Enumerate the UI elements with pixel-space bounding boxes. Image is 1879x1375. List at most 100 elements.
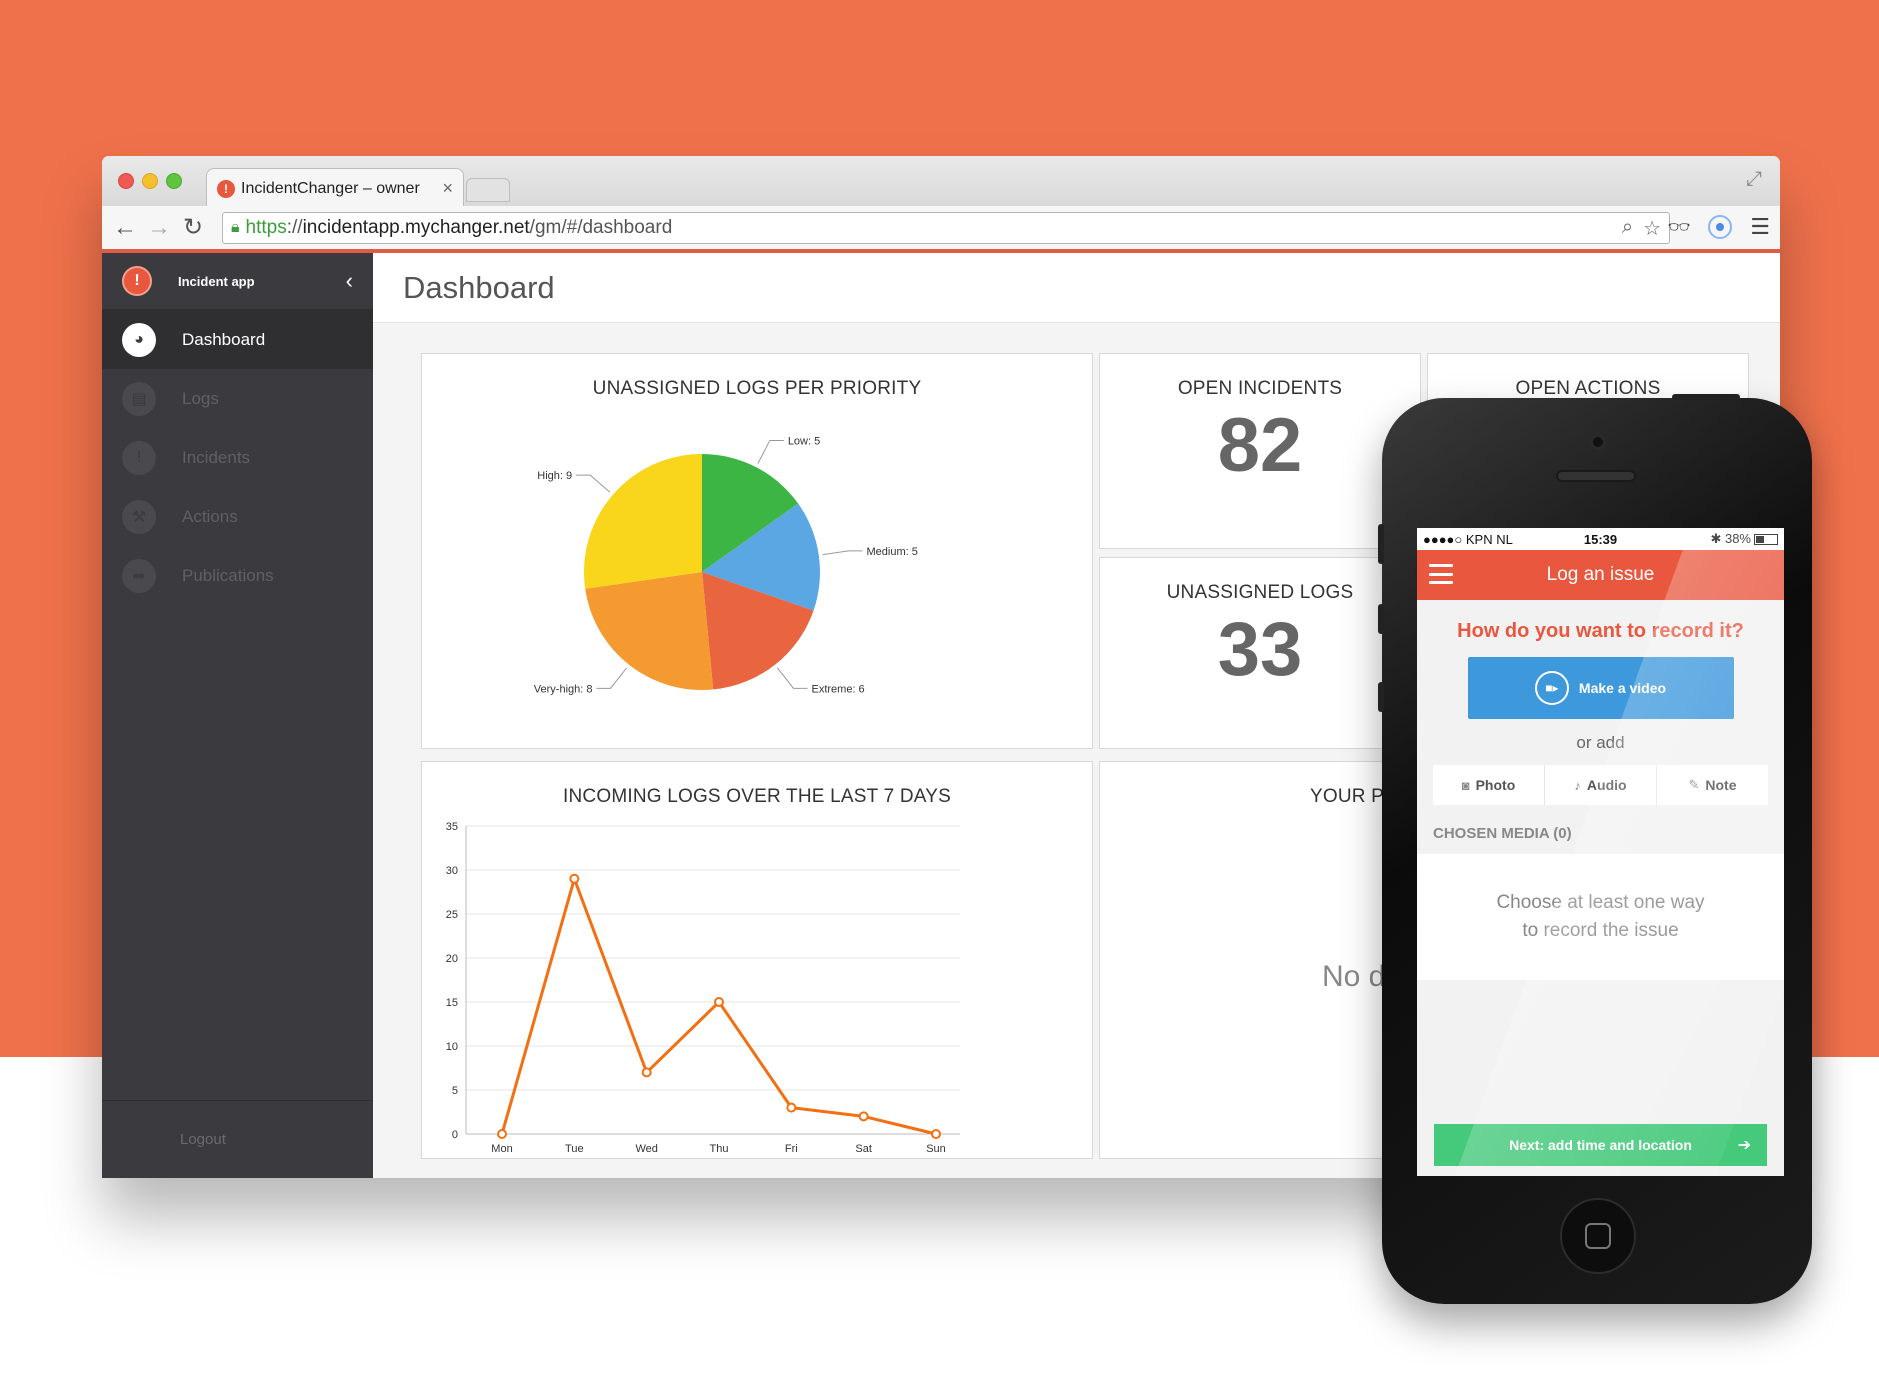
close-window-button[interactable]: [118, 173, 134, 189]
microphone-icon: ♪: [1574, 777, 1581, 793]
sidebar-item-label: Actions: [182, 506, 238, 526]
pie-label-line: [822, 550, 863, 556]
fullscreen-icon[interactable]: ⤢: [1746, 168, 1762, 190]
line-chart-title: INCOMING LOGS OVER THE LAST 7 DAYS: [563, 786, 951, 807]
pie-chart-panel: UNASSIGNED LOGS PER PRIORITY Low: 5 Mediu…: [421, 353, 1093, 749]
y-tick-label: 25: [446, 909, 458, 921]
browser-tab[interactable]: ! IncidentChanger – owner ×: [206, 168, 464, 208]
y-tick-label: 10: [446, 1041, 458, 1053]
sidebar-item-incidents[interactable]: ! Incidents: [102, 428, 373, 487]
open-incidents-panel: OPEN INCIDENTS 82: [1099, 353, 1421, 549]
battery-status: ✱ 38%: [1660, 531, 1778, 547]
pie-slice: [702, 572, 814, 690]
app-name: Incident app: [178, 273, 255, 289]
your-priorities-panel: YOUR PI No d: [1099, 761, 1421, 1159]
favicon-icon: !: [217, 179, 235, 198]
sidebar-item-logs[interactable]: ▤ Logs: [102, 369, 373, 428]
pie-slice-label: Low: 5: [788, 435, 820, 447]
maximize-window-button[interactable]: [166, 173, 182, 189]
record-question: How do you want to record it?: [1457, 620, 1744, 642]
x-tick-label: Tue: [565, 1143, 584, 1155]
sidebar-item-label: Incidents: [182, 447, 251, 467]
sidebar-item-label: Publications: [182, 565, 274, 585]
battery-text: ✱ 38%: [1710, 531, 1751, 546]
url-path: /gm/#/dashboard: [529, 217, 673, 238]
next-button-label: Next: add time and location: [1509, 1137, 1692, 1153]
app-logo: !: [122, 266, 152, 296]
unassigned-logs-panel: UNASSIGNED LOGS 33: [1099, 557, 1421, 749]
unassigned-logs-count: 33: [1217, 607, 1303, 692]
x-tick-label: Fri: [785, 1143, 798, 1155]
phone-status-bar: ●●●●○ KPN NL 15:39 ✱ 38%: [1417, 528, 1784, 550]
pie-label-line: [576, 474, 611, 493]
reload-icon[interactable]: ↻: [182, 214, 204, 241]
forward-icon[interactable]: →: [147, 213, 171, 241]
extension-dot-icon[interactable]: [1708, 215, 1733, 239]
y-tick-label: 0: [452, 1129, 458, 1141]
new-tab-button[interactable]: [466, 178, 510, 202]
sidebar-item-label: Dashboard: [182, 329, 266, 349]
url-separator: ://: [286, 217, 303, 238]
minimize-window-button[interactable]: [142, 173, 158, 189]
dashboard-icon: ◕: [122, 322, 156, 357]
wrench-icon: ⚒: [122, 499, 156, 534]
photo-button[interactable]: ◙ Photo: [1433, 765, 1545, 805]
x-tick-label: Thu: [710, 1143, 729, 1155]
browser-titlebar: ! IncidentChanger – owner × ⤢: [102, 156, 1780, 208]
line-chart-panel: INCOMING LOGS OVER THE LAST 7 DAYS 0 5 10 1…: [421, 761, 1093, 1159]
make-video-button[interactable]: ■▸ Make a video: [1467, 657, 1734, 719]
pencil-icon: ✎: [1688, 777, 1700, 792]
sidebar-item-actions[interactable]: ⚒ Actions: [102, 487, 373, 546]
url-scheme: https: [245, 217, 287, 238]
menu-icon[interactable]: ☰: [1750, 214, 1770, 239]
logout-link[interactable]: Logout: [102, 1100, 373, 1178]
page-header: Dashboard: [373, 253, 1780, 323]
pie-slice-label: Extreme: 6: [811, 683, 864, 695]
open-actions-title: OPEN ACTIONS: [1515, 378, 1661, 399]
pie-label-line: [777, 667, 808, 689]
phone-volume-down: [1378, 682, 1384, 712]
audio-label: Audio: [1586, 777, 1627, 793]
note-label: Note: [1705, 777, 1737, 793]
home-button[interactable]: [1560, 1198, 1636, 1274]
audio-button[interactable]: ♪ Audio: [1545, 765, 1657, 805]
pie-chart: Low: 5 Medium: 5 Extreme: 6 Very-high: 8 Hig…: [534, 435, 918, 695]
line-point: [786, 1102, 797, 1113]
phone-camera: [1590, 434, 1606, 450]
empty-message-line-2: to record the issue: [1522, 920, 1679, 941]
star-icon[interactable]: ☆: [1643, 217, 1661, 240]
phone-speaker: [1556, 470, 1636, 482]
next-button[interactable]: Next: add time and location ➔: [1434, 1124, 1767, 1166]
url-domain: incidentapp.mychanger.net: [302, 217, 530, 238]
x-tick-label: Sat: [855, 1143, 872, 1155]
battery-icon: [1753, 534, 1778, 546]
extension-icon[interactable]: 👓︎: [1667, 216, 1691, 237]
note-button[interactable]: ✎ Note: [1657, 765, 1768, 805]
line-point: [497, 1129, 507, 1139]
address-bar[interactable]: 🔒︎ https :// incidentapp.mychanger.net /…: [222, 212, 1670, 244]
hamburger-menu-icon[interactable]: [1429, 564, 1453, 584]
sidebar-item-dashboard[interactable]: ◕ Dashboard: [102, 310, 373, 369]
phone-screen: ●●●●○ KPN NL 15:39 ✱ 38% Log an issue Ho…: [1417, 528, 1784, 1176]
open-incidents-title: OPEN INCIDENTS: [1177, 378, 1343, 399]
camera-icon: ◙: [1461, 777, 1470, 793]
pie-slice-label: Very-high: 8: [534, 683, 593, 695]
share-icon: ➦: [122, 558, 156, 593]
pie-chart-title: UNASSIGNED LOGS PER PRIORITY: [592, 378, 922, 399]
y-tick-label: 35: [446, 821, 458, 833]
pie-slice: [585, 572, 714, 690]
sidebar-item-publications[interactable]: ➦ Publications: [102, 546, 373, 605]
arrow-right-icon: ➔: [1737, 1137, 1751, 1154]
empty-media-message: Choose at least one way to record the is…: [1417, 854, 1784, 980]
y-tick-label: 20: [446, 953, 458, 965]
pie-label-line: [757, 439, 784, 464]
video-camera-icon: ■▸: [1534, 671, 1569, 705]
tab-close-icon[interactable]: ×: [442, 178, 453, 198]
empty-message-line-1: Choose at least one way: [1496, 891, 1705, 913]
collapse-sidebar-icon[interactable]: ‹: [345, 268, 353, 293]
clock-text: 15:39: [1583, 531, 1618, 547]
mobile-app-bar: Log an issue: [1417, 550, 1784, 600]
line-point: [641, 1067, 652, 1078]
back-icon[interactable]: ←: [113, 213, 137, 241]
zoom-icon[interactable]: ⌕: [1621, 215, 1634, 238]
